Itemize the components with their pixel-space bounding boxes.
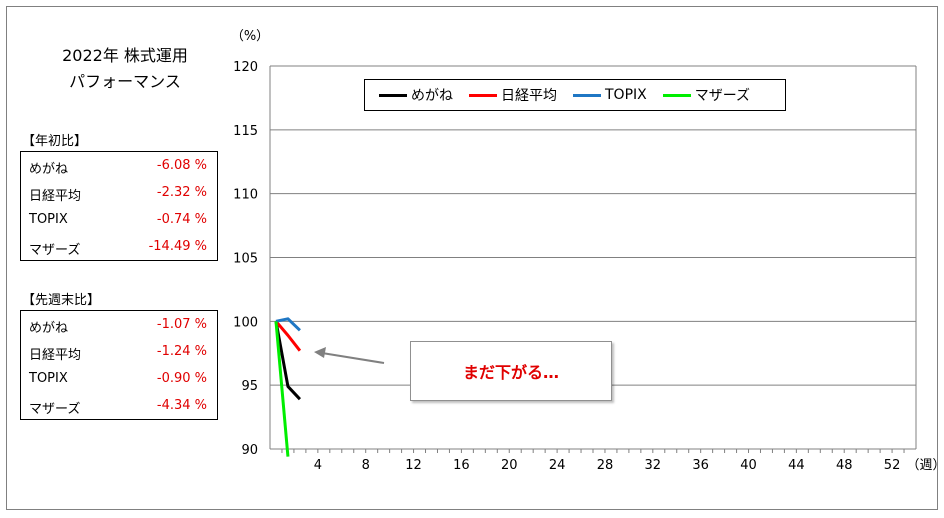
chart-title-line2: パフォーマンス [69, 72, 181, 91]
legend-label: 日経平均 [501, 88, 557, 104]
legend: めがね 日経平均 TOPIX マザーズ [364, 79, 786, 111]
x-tick-label: 52 [884, 458, 901, 473]
stat-value: -1.24 % [156, 344, 207, 359]
x-tick-label: 20 [501, 458, 518, 473]
legend-label: TOPIX [605, 87, 647, 103]
y-tick-label: 115 [233, 124, 258, 139]
x-axis-label: （週） [906, 458, 944, 473]
series-line [274, 321, 290, 457]
y-axis-label: （%） [231, 29, 269, 44]
series-line [274, 320, 302, 352]
y-tick-label: 95 [241, 379, 258, 394]
x-tick-label: 4 [314, 458, 322, 473]
legend-item: TOPIX [573, 87, 647, 103]
callout-arrow [321, 352, 385, 364]
stat-name: マザーズ [29, 402, 81, 417]
x-tick-label: 36 [692, 458, 709, 473]
callout-arrow-head [314, 347, 326, 358]
legend-item: 日経平均 [469, 85, 557, 105]
stat-name: めがね [29, 321, 69, 336]
chart-title-line1: 2022年 株式運用 [62, 46, 188, 65]
x-tick-label: 8 [362, 458, 370, 473]
legend-swatch [469, 93, 497, 97]
stat-name: めがね [29, 162, 69, 177]
chart-frame [6, 6, 938, 510]
ytd-table: めがね -6.08 % 日経平均 -2.32 % TOPIX -0.74 % マ… [20, 151, 218, 261]
series-line [275, 317, 301, 332]
x-tick-label: 48 [836, 458, 853, 473]
stat-name: 日経平均 [29, 348, 82, 363]
x-tick-label: 16 [453, 458, 470, 473]
y-tick-label: 105 [233, 252, 258, 267]
x-tick-label: 40 [740, 458, 757, 473]
stat-name: TOPIX [29, 212, 68, 227]
table-row: TOPIX -0.90 % [21, 365, 217, 392]
legend-swatch [573, 93, 601, 97]
y-tick-label: 90 [241, 443, 258, 458]
callout-box: まだ下がる… [410, 341, 612, 401]
series-line [274, 321, 302, 401]
y-tick-label: 120 [233, 60, 258, 75]
weekly-header: 【先週末比】 [22, 293, 101, 308]
x-tick-label: 12 [405, 458, 422, 473]
ytd-header: 【年初比】 [22, 134, 88, 149]
legend-item: めがね [379, 85, 453, 105]
y-tick-label: 110 [233, 188, 258, 203]
y-tick-label: 100 [233, 315, 258, 330]
stat-name: TOPIX [29, 371, 68, 386]
x-tick-label: 32 [645, 458, 662, 473]
stat-name: マザーズ [29, 243, 81, 258]
x-tick-label: 24 [549, 458, 566, 473]
table-row: マザーズ -4.34 % [21, 392, 217, 419]
stat-value: -4.34 % [156, 398, 207, 413]
stat-value: -6.08 % [156, 158, 207, 173]
stat-value: -14.49 % [148, 239, 207, 254]
legend-item: マザーズ [662, 85, 751, 105]
legend-label: マザーズ [694, 88, 751, 104]
table-row: めがね -6.08 % [21, 152, 217, 179]
stat-value: -0.74 % [156, 212, 207, 227]
stat-value: -1.07 % [156, 317, 207, 332]
x-tick-label: 44 [788, 458, 805, 473]
legend-label: めがね [411, 88, 453, 104]
table-row: TOPIX -0.74 % [21, 206, 217, 233]
stat-name: 日経平均 [29, 189, 82, 204]
legend-swatch [662, 93, 691, 97]
table-row: 日経平均 -2.32 % [21, 179, 217, 206]
stat-value: -2.32 % [156, 185, 207, 200]
table-row: めがね -1.07 % [21, 311, 217, 338]
table-row: マザーズ -14.49 % [21, 233, 217, 260]
table-row: 日経平均 -1.24 % [21, 338, 217, 365]
x-tick-label: 28 [597, 458, 614, 473]
stat-value: -0.90 % [156, 371, 207, 386]
legend-swatch [379, 93, 407, 97]
weekly-table: めがね -1.07 % 日経平均 -1.24 % TOPIX -0.90 % マ… [20, 310, 218, 420]
